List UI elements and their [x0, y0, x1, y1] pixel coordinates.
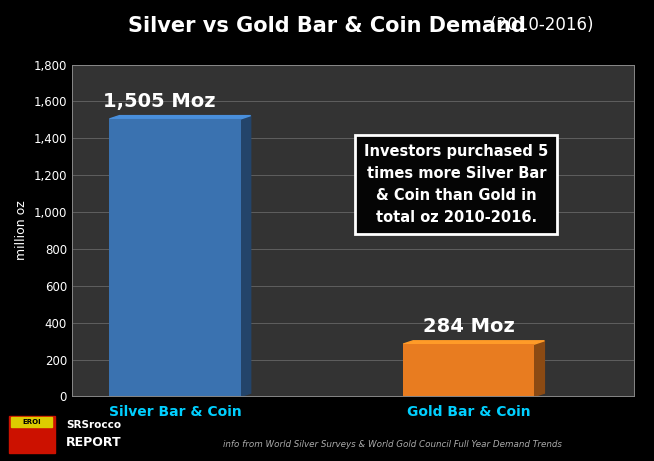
Bar — [11, 417, 52, 426]
Text: info from World Silver Surveys & World Gold Council Full Year Demand Trends: info from World Silver Surveys & World G… — [223, 440, 562, 449]
Polygon shape — [109, 116, 250, 119]
Text: SRSrocco: SRSrocco — [66, 420, 121, 430]
Text: 1,505 Moz: 1,505 Moz — [103, 92, 216, 111]
Y-axis label: million oz: million oz — [15, 201, 28, 260]
Text: 284 Moz: 284 Moz — [423, 317, 515, 336]
Polygon shape — [534, 341, 544, 396]
Bar — [109, 119, 241, 396]
Polygon shape — [241, 116, 250, 396]
Bar — [9, 416, 55, 453]
Bar — [403, 344, 534, 396]
Polygon shape — [403, 341, 544, 344]
Text: Silver vs Gold Bar & Coin Demand: Silver vs Gold Bar & Coin Demand — [128, 16, 526, 36]
Text: (2010-2016): (2010-2016) — [485, 16, 594, 34]
Text: EROI: EROI — [22, 419, 41, 425]
Text: REPORT: REPORT — [66, 436, 122, 449]
Text: Investors purchased 5
times more Silver Bar
& Coin than Gold in
total oz 2010-20: Investors purchased 5 times more Silver … — [364, 143, 549, 225]
